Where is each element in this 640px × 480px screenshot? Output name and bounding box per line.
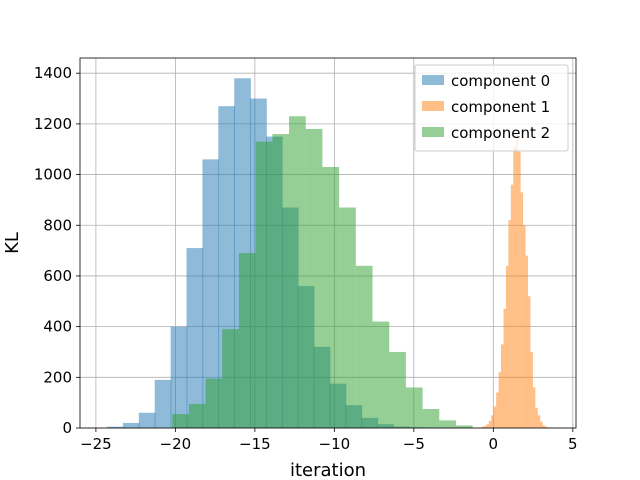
histogram-bar (405, 387, 423, 428)
histogram-bar (305, 128, 323, 428)
histogram-bar (513, 146, 516, 429)
histogram-bar (255, 141, 273, 429)
y-tick-label: 600 (43, 267, 72, 285)
histogram-bar (493, 406, 497, 428)
histogram-bar (520, 192, 524, 428)
legend-label: component 1 (451, 98, 550, 116)
histogram-bar (172, 414, 189, 428)
histogram-bar (138, 412, 156, 428)
x-tick-label: −25 (80, 435, 112, 453)
histogram-bar (272, 134, 290, 428)
histogram-bar (532, 387, 536, 428)
histogram-bar (372, 321, 390, 428)
histogram-bar (186, 248, 204, 428)
histogram-bar (515, 136, 519, 428)
legend-swatch (422, 75, 444, 85)
histogram-bar (202, 159, 220, 428)
y-tick-label: 200 (43, 368, 72, 386)
histogram-bar (501, 344, 504, 428)
histogram-bar (518, 151, 521, 428)
y-tick-label: 1000 (34, 166, 72, 184)
histogram-bar (527, 296, 531, 428)
y-axis-ticks: 0 200 400 600 800 1000 1200 1400 (34, 64, 80, 437)
histogram-bar (491, 415, 494, 428)
histogram-bar (238, 253, 256, 428)
histogram-bar (510, 184, 514, 428)
plot-frame (79, 57, 577, 429)
y-tick-label: 0 (62, 419, 72, 437)
y-axis-title: KL (2, 232, 23, 254)
histogram-bar (389, 351, 406, 428)
histogram-bar (205, 378, 223, 428)
x-axis-ticks: −25 −20 −15 −10 −5 0 5 (80, 428, 578, 453)
legend: component 0 component 1 component 2 (414, 64, 569, 152)
histogram-bar (339, 207, 356, 428)
y-tick-label: 800 (43, 216, 72, 234)
histogram-bar (535, 407, 538, 428)
histogram-bar (545, 426, 548, 428)
histogram-bar (503, 308, 506, 428)
histogram-bar (422, 408, 440, 428)
histogram-bar (154, 379, 172, 428)
histogram-bars (107, 78, 551, 429)
histogram-bar (455, 425, 473, 428)
histogram-bar (523, 225, 526, 428)
x-axis-title: iteration (290, 460, 366, 480)
histogram-bar (525, 255, 528, 428)
histogram-bar (170, 326, 188, 428)
histogram-bar (222, 329, 239, 428)
histogram-bar (188, 403, 206, 428)
histogram-bar (483, 425, 487, 428)
histogram-bar (355, 265, 373, 428)
histogram-bar (107, 426, 124, 428)
histogram-bar (122, 422, 140, 428)
histogram-bar (289, 116, 306, 429)
histogram-bar (481, 426, 484, 428)
histogram-bar (486, 424, 489, 428)
legend-swatch (422, 101, 444, 111)
legend-box (414, 64, 569, 152)
histogram-bar (488, 420, 492, 428)
histogram-bar (496, 392, 499, 428)
histogram-bar (498, 372, 502, 428)
legend-label: component 0 (451, 72, 550, 90)
histogram-bar (439, 420, 456, 428)
histogram-bar (505, 265, 509, 428)
legend-swatch (422, 127, 444, 137)
x-tick-label: 0 (489, 435, 499, 453)
y-tick-label: 1400 (34, 64, 72, 82)
x-tick-label: −10 (319, 435, 351, 453)
legend-label: component 2 (451, 124, 550, 142)
histogram-bar (537, 415, 541, 428)
series-1-bars (479, 136, 551, 429)
x-tick-label: 5 (568, 435, 578, 453)
histogram-bar (508, 220, 511, 428)
histogram-bar (322, 166, 340, 428)
histogram-bar (540, 421, 543, 428)
x-tick-label: −20 (160, 435, 192, 453)
series-2-bars (172, 116, 473, 429)
histogram-bar (542, 425, 546, 428)
y-tick-label: 400 (43, 318, 72, 336)
histogram-bar (530, 351, 533, 428)
y-tick-label: 1200 (34, 115, 72, 133)
x-tick-label: −15 (239, 435, 271, 453)
x-tick-label: −5 (403, 435, 425, 453)
